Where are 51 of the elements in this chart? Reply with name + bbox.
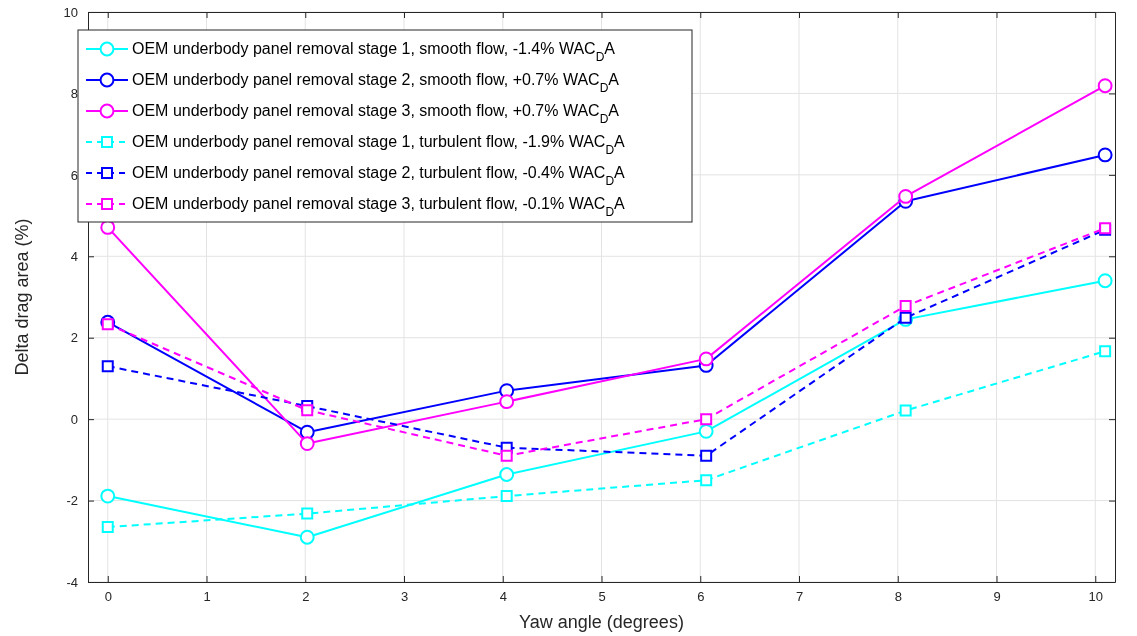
x-tick-label: 3 [400,589,409,605]
point [100,488,116,504]
point [700,474,713,487]
y-tick-label: 4 [70,248,78,264]
y-tick-label: 6 [70,167,78,183]
point [700,413,713,426]
point [101,360,114,373]
y-tick-label: 8 [70,86,78,102]
legend-label: OEM underbody panel removal stage 3, turbulent flow, -0.1% WAC$_{D}$A [132,195,626,219]
legend-label: OEM underbody panel removal stage 1, smooth flow, -1.4% WAC$_{D}$A [132,40,616,64]
y-axis-title: Delta drag area (%) [12,218,32,376]
point [698,423,714,439]
y-tick-label: -4 [66,574,78,590]
point [499,394,515,410]
x-tick-label: 0 [104,589,112,605]
y-tick-label: 0 [70,411,78,427]
point [500,490,513,503]
point [700,449,713,462]
point [698,351,714,367]
x-tick-label: 1 [203,589,211,605]
y-tick-label: -2 [66,493,78,509]
x-tick-label: 9 [993,589,1001,605]
point [299,436,315,451]
legend-label: OEM underbody panel removal stage 3, smooth flow, +0.7% WAC$_{D}$A [132,102,620,126]
point [898,189,914,204]
point [1097,78,1113,94]
point [499,467,515,482]
point [500,449,513,462]
point [301,404,314,417]
x-axis-title: Yaw angle (degrees) [519,612,684,632]
y-tick-label: 10 [63,4,78,20]
legend-label: OEM underbody panel removal stage 1, turbulent flow, -1.9% WAC$_{D}$A [132,133,626,157]
point [101,318,114,331]
point [299,529,315,545]
x-tick-label: 5 [598,589,606,605]
point [101,521,114,534]
point [1097,273,1113,289]
point [899,299,912,312]
x-tick-label: 2 [302,589,310,605]
point [1097,147,1113,163]
x-tick-label: 10 [1088,589,1103,605]
x-tick-label: 6 [697,589,705,605]
point [1099,345,1112,358]
point [301,507,314,520]
y-tick-label: 2 [70,330,78,346]
legend-label: OEM underbody panel removal stage 2, smooth flow, +0.7% WAC$_{D}$A [132,71,620,95]
x-tick-label: 7 [795,589,804,605]
x-tick-label: 8 [894,589,902,605]
point [899,404,912,417]
x-tick-label: 4 [499,589,507,605]
legend-label: OEM underbody panel removal stage 2, turbulent flow, -0.4% WAC$_{D}$A [132,164,626,188]
